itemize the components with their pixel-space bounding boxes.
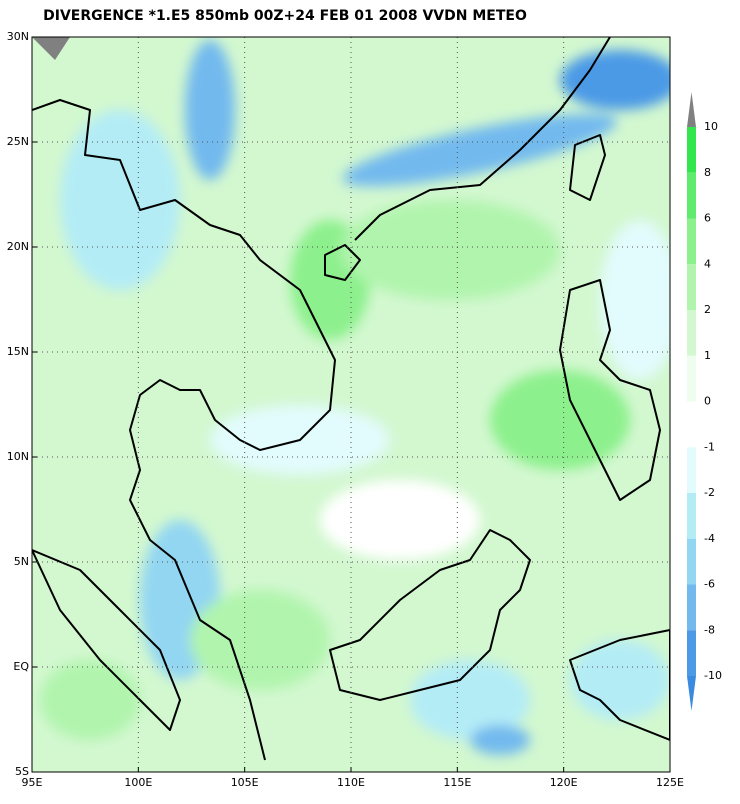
colorbar-swatch (687, 401, 696, 448)
lat-label: 10N (7, 450, 29, 463)
colorbar-label: 8 (704, 166, 711, 179)
colorbar-swatch (687, 264, 696, 310)
title: DIVERGENCE *1.E5 850mb 00Z+24 FEB 01 200… (43, 8, 527, 24)
frame (31, 36, 671, 773)
colorbar-swatch (687, 493, 696, 539)
lat-label: 25N (7, 135, 29, 148)
lat-label: 5N (14, 555, 29, 568)
colorbar-label: 4 (704, 257, 711, 270)
lon-label: 115E (443, 776, 471, 789)
colorbar-swatch (687, 218, 696, 265)
lat-label: 15N (7, 345, 29, 358)
colorbar-swatch (687, 172, 696, 219)
colorbar-label: -10 (704, 669, 722, 682)
colorbar-swatch (687, 538, 696, 585)
colorbar-label: 2 (704, 303, 711, 316)
colorbar-label: 6 (704, 212, 711, 225)
lon-label: 110E (337, 776, 365, 789)
lat-label: 5S (15, 765, 29, 778)
colorbar-arrow (687, 92, 696, 127)
colorbar-swatch (687, 127, 696, 173)
colorbar-label: -2 (704, 486, 715, 499)
colorbar-label: -8 (704, 623, 715, 636)
colorbar-label: -6 (704, 578, 715, 591)
colorbar-label: 10 (704, 120, 718, 133)
lat-label: 30N (7, 30, 29, 43)
colorbar-arrow (687, 676, 696, 711)
colorbar-swatch (687, 310, 696, 356)
lat-label: 20N (7, 240, 29, 253)
colorbar-swatch (687, 447, 696, 493)
lon-label: 95E (22, 776, 43, 789)
axes: 95E 100E 105E 110E 115E 120E 125E 30N 25N 20N 15N 1… (7, 30, 684, 789)
colorbar-label: -4 (704, 532, 715, 545)
lon-label: 100E (124, 776, 152, 789)
colorbar-label: -1 (704, 440, 715, 453)
colorbar-swatch (687, 355, 696, 402)
lon-label: 125E (656, 776, 684, 789)
lon-label: 120E (550, 776, 578, 789)
colorbar-swatch (687, 630, 696, 676)
colorbar-label: 0 (704, 395, 711, 408)
colorbar-swatch (687, 584, 696, 631)
colorbar-label: 1 (704, 349, 711, 362)
lat-label: EQ (13, 660, 29, 673)
lon-label: 105E (231, 776, 259, 789)
divergence-field (32, 37, 670, 772)
